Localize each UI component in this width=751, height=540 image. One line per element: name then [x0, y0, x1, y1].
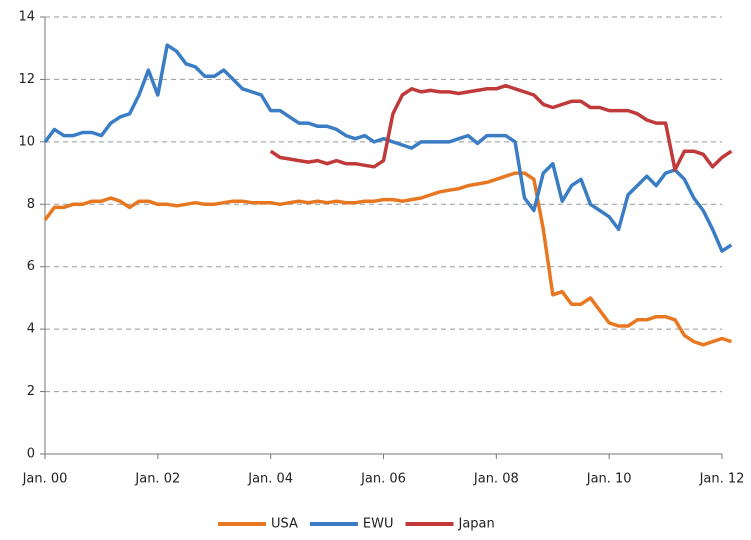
series-line	[269, 83, 733, 172]
x-tick-label: Jan. 00	[22, 472, 68, 487]
y-tick-label: 6	[27, 259, 35, 274]
x-tick-label: Jan. 12	[699, 472, 745, 487]
x-tick-label: Jan. 04	[247, 472, 293, 487]
x-tick-label: Jan. 08	[473, 472, 519, 487]
y-tick-label: 12	[18, 72, 35, 87]
series-line	[43, 171, 732, 347]
legend-label: USA	[271, 517, 298, 532]
y-tick-label: 14	[18, 10, 35, 25]
x-tick-label: Jan. 02	[134, 472, 180, 487]
legend-label: Japan	[458, 517, 495, 532]
series-line	[43, 43, 733, 253]
legend-label: EWU	[363, 517, 394, 532]
y-tick-label: 2	[27, 384, 35, 399]
y-tick-label: 0	[27, 447, 35, 462]
x-tick-label: Jan. 06	[360, 472, 406, 487]
y-tick-label: 4	[27, 322, 35, 337]
y-tick-label: 8	[27, 197, 35, 212]
x-tick-label: Jan. 10	[586, 472, 632, 487]
y-tick-label: 10	[18, 134, 35, 149]
